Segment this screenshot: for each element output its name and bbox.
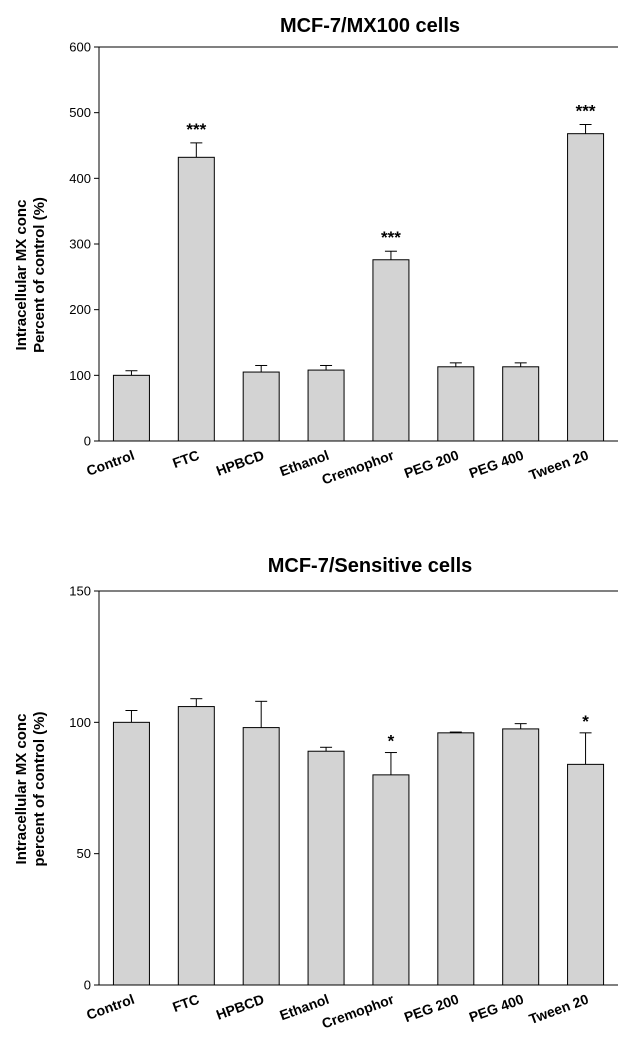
bar-control bbox=[112, 374, 150, 442]
y-tick-label: 300 bbox=[69, 237, 91, 252]
y-tick-label: 500 bbox=[69, 105, 91, 120]
y-axis-label-line-2: percent of control (%) bbox=[31, 711, 48, 866]
y-tick-label: 100 bbox=[69, 368, 91, 383]
y-tick-label: 0 bbox=[84, 434, 91, 449]
bar-ethanol bbox=[307, 750, 345, 986]
category-label: FTC bbox=[170, 447, 201, 471]
y-axis-label-line-1: Intracellular MX conc bbox=[13, 200, 30, 351]
bar-tween-20 bbox=[567, 133, 605, 442]
category-label: PEG 400 bbox=[467, 991, 526, 1026]
category-label: Tween 20 bbox=[527, 447, 591, 483]
y-axis-label-line-1: Intracellular MX conc bbox=[13, 714, 30, 865]
significance-marker: * bbox=[388, 732, 395, 751]
bar-ftc bbox=[177, 156, 215, 442]
category-label: Cremophor bbox=[320, 991, 397, 1032]
significance-marker: *** bbox=[576, 101, 596, 120]
chart-title: MCF-7/Sensitive cells bbox=[268, 555, 473, 577]
category-label: FTC bbox=[170, 991, 201, 1015]
bar-ethanol bbox=[307, 369, 345, 442]
significance-marker: *** bbox=[381, 228, 401, 247]
category-label: Control bbox=[84, 447, 136, 479]
y-tick-label: 400 bbox=[69, 171, 91, 186]
bar-cremophor bbox=[372, 774, 410, 986]
y-tick-label: 150 bbox=[69, 584, 91, 599]
y-tick-label: 0 bbox=[84, 978, 91, 993]
category-label: HPBCD bbox=[214, 447, 266, 479]
significance-marker: *** bbox=[186, 120, 206, 139]
bar-cremophor bbox=[372, 259, 410, 442]
category-label: PEG 400 bbox=[467, 447, 526, 482]
chart-title: MCF-7/MX100 cells bbox=[280, 15, 460, 37]
category-label: PEG 200 bbox=[402, 447, 461, 482]
category-label: PEG 200 bbox=[402, 991, 461, 1026]
y-axis-label-line-2: Percent of control (%) bbox=[31, 197, 48, 353]
category-label: Cremophor bbox=[320, 447, 397, 488]
significance-marker: * bbox=[582, 712, 589, 731]
bar-hpbcd bbox=[242, 727, 280, 986]
bar-peg-200 bbox=[437, 366, 475, 442]
y-tick-label: 200 bbox=[69, 302, 91, 317]
chart-mcf7-mx100: MCF-7/MX100 cells Intracellular MX conc … bbox=[13, 15, 618, 488]
y-tick-label: 100 bbox=[69, 715, 91, 730]
bar-peg-200 bbox=[437, 732, 475, 986]
category-label: Control bbox=[84, 991, 136, 1023]
bar-peg-400 bbox=[502, 728, 540, 986]
category-label: Tween 20 bbox=[527, 991, 591, 1027]
bar-peg-400 bbox=[502, 366, 540, 442]
chart-mcf7-sensitive: MCF-7/Sensitive cells Intracellular MX c… bbox=[13, 555, 618, 1032]
y-tick-label: 50 bbox=[77, 846, 91, 861]
bar-tween-20 bbox=[567, 763, 605, 986]
bar-ftc bbox=[177, 706, 215, 986]
bar-control bbox=[112, 721, 150, 986]
category-label: HPBCD bbox=[214, 991, 266, 1023]
y-tick-label: 600 bbox=[69, 40, 91, 55]
bar-hpbcd bbox=[242, 371, 280, 442]
